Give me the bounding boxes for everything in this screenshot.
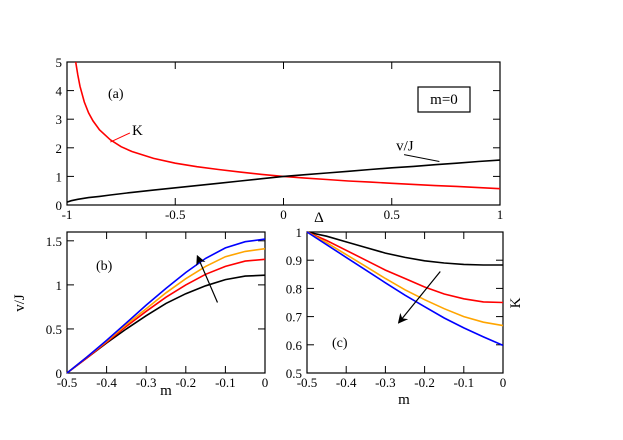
- panel-c: -0.5 -0.4 -0.3 -0.2 -0.1 0 0.5 0.6 0.7 0.8 0.9 1 (c)…: [286, 225, 524, 408]
- y-tick-label-b: 1.5: [46, 234, 62, 249]
- y-axis-label-c: K: [508, 297, 524, 308]
- y-tick-label-c: 0.7: [286, 310, 303, 325]
- panel-label-c: (c): [332, 336, 348, 351]
- y-tick-label-a: 1: [56, 169, 63, 184]
- x-tick-label-b: -0.4: [96, 375, 117, 390]
- x-tick-label-a: 0.5: [384, 207, 400, 222]
- y-axis-label-b: v/J: [12, 294, 28, 312]
- x-tick-label-b: 0: [262, 375, 269, 390]
- y-tick-label-b: 0: [56, 366, 63, 381]
- panel-label-a: (a): [108, 87, 124, 102]
- y-tick-label-a: 4: [56, 84, 63, 99]
- panel-b: -0.5 -0.4 -0.3 -0.2 -0.1 0 0 0.5 1 1.5 (b) m v/J: [12, 231, 269, 399]
- series-line-c-red: [306, 231, 504, 304]
- x-axis-label-b: m: [160, 383, 172, 399]
- x-tick-label-b: -0.5: [57, 375, 78, 390]
- y-tick-label-a: 0: [56, 198, 63, 213]
- legend-box-label-a: m=0: [430, 92, 458, 108]
- x-tick-label-c: -0.2: [414, 375, 435, 390]
- x-tick-label-c: 0: [500, 375, 507, 390]
- legend-box-a: [417, 86, 471, 113]
- y-tick-label-b: 1: [56, 278, 63, 293]
- y-tick-label-a: 2: [56, 141, 63, 156]
- x-tick-label-c: -0.4: [336, 375, 357, 390]
- series-line-c-blue: [306, 231, 504, 347]
- x-axis-label-a: Δ: [314, 210, 324, 226]
- series-line-b-black: [66, 274, 266, 374]
- x-tick-label-a: 0: [280, 207, 287, 222]
- x-tick-label-a: -1: [62, 207, 73, 222]
- x-tick-label-a: -0.5: [165, 207, 186, 222]
- x-tick-label-b: -0.1: [215, 375, 236, 390]
- y-tick-label-c: 0.9: [286, 253, 302, 268]
- y-tick-label-c: 1: [296, 225, 303, 240]
- panel-a: -1 -0.5 0 0.5 1 0 1 2 3 4 5 (a) Δm=0 Kv/J: [56, 55, 504, 226]
- series-line-c-black: [306, 231, 503, 266]
- y-tick-label-c: 0.5: [286, 366, 302, 381]
- plot-frame-b: [66, 231, 266, 374]
- annotation-leader-a: [110, 132, 131, 143]
- series-annotation-a: v/J: [396, 139, 414, 155]
- series-line-b-red: [66, 258, 266, 374]
- y-tick-label-a: 3: [56, 112, 63, 127]
- x-tick-label-c: -0.3: [375, 375, 396, 390]
- y-tick-label-a: 5: [56, 55, 63, 70]
- series-line-b-blue: [66, 238, 266, 374]
- x-tick-label-c: -0.1: [454, 375, 475, 390]
- x-axis-label-c: m: [398, 392, 410, 408]
- trend-arrow-c: [397, 271, 441, 324]
- y-tick-label-b: 0.5: [46, 322, 62, 337]
- y-tick-label-c: 0.8: [286, 281, 302, 296]
- annotation-leader-a: [403, 154, 440, 163]
- x-tick-label-a: 1: [497, 207, 504, 222]
- plot-frame-c: [306, 231, 504, 374]
- series-line-a-k: [74, 61, 501, 190]
- series-annotation-a: K: [132, 123, 143, 139]
- series-line-c-orange: [306, 231, 504, 327]
- series-line-a-vj: [66, 159, 501, 203]
- x-tick-label-c: -0.5: [297, 375, 318, 390]
- x-tick-label-b: -0.3: [136, 375, 157, 390]
- y-tick-label-c: 0.6: [286, 338, 303, 353]
- panel-label-b: (b): [96, 259, 113, 274]
- trend-arrow-b: [196, 254, 219, 303]
- x-tick-label-b: -0.2: [176, 375, 197, 390]
